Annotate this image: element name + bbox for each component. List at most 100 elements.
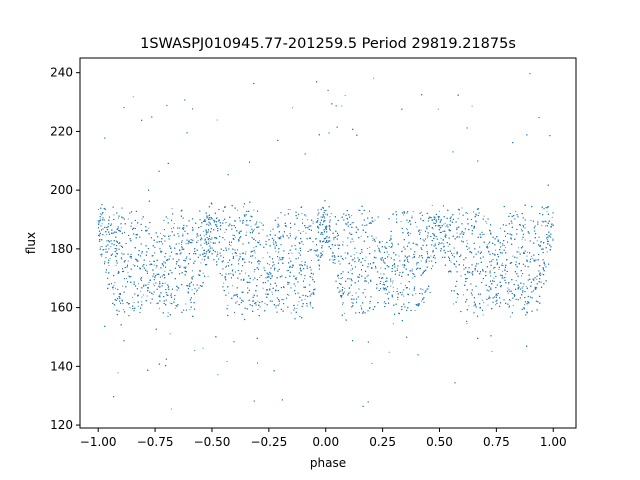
data-point bbox=[257, 300, 259, 302]
data-point bbox=[365, 256, 367, 258]
data-point bbox=[243, 206, 245, 208]
data-point bbox=[232, 269, 234, 271]
data-point bbox=[383, 302, 385, 304]
data-point bbox=[441, 242, 443, 244]
data-point bbox=[445, 233, 447, 235]
data-point bbox=[159, 286, 161, 288]
data-point bbox=[153, 264, 155, 266]
data-point bbox=[293, 304, 295, 306]
data-point bbox=[384, 301, 386, 303]
data-point bbox=[203, 235, 205, 237]
data-point bbox=[393, 213, 395, 215]
data-point bbox=[461, 207, 463, 209]
data-point bbox=[380, 273, 382, 275]
data-point bbox=[230, 244, 232, 246]
data-point bbox=[366, 248, 368, 250]
data-point bbox=[253, 271, 255, 273]
data-point bbox=[178, 243, 180, 245]
data-point bbox=[320, 216, 322, 218]
data-point bbox=[495, 249, 497, 251]
data-point bbox=[350, 264, 352, 266]
data-point bbox=[305, 215, 307, 217]
data-point bbox=[287, 209, 289, 211]
data-point bbox=[150, 263, 152, 265]
data-point bbox=[301, 212, 303, 214]
data-point bbox=[224, 231, 226, 233]
data-point bbox=[368, 282, 370, 284]
data-point bbox=[143, 294, 145, 296]
data-point bbox=[524, 239, 526, 241]
data-point bbox=[515, 210, 517, 212]
data-point bbox=[356, 252, 358, 254]
data-point bbox=[126, 278, 128, 280]
data-point bbox=[216, 251, 218, 253]
data-point bbox=[329, 236, 331, 238]
data-point bbox=[122, 285, 124, 287]
data-point bbox=[323, 215, 325, 217]
data-point bbox=[232, 285, 234, 287]
data-point bbox=[426, 237, 428, 239]
data-point bbox=[546, 210, 548, 212]
data-point bbox=[113, 284, 115, 286]
data-point bbox=[173, 223, 175, 225]
data-point bbox=[122, 253, 124, 255]
data-point bbox=[447, 245, 449, 247]
data-point bbox=[440, 220, 442, 222]
data-point bbox=[415, 293, 417, 295]
data-point bbox=[521, 275, 523, 277]
data-point bbox=[507, 287, 509, 289]
data-point bbox=[536, 278, 538, 280]
data-point bbox=[304, 277, 306, 279]
data-point bbox=[307, 219, 309, 221]
data-point bbox=[252, 279, 254, 281]
data-point bbox=[404, 212, 406, 213]
data-point bbox=[201, 247, 203, 249]
data-point bbox=[352, 241, 354, 243]
data-point bbox=[418, 257, 420, 259]
data-point bbox=[225, 266, 227, 268]
data-point bbox=[327, 240, 329, 242]
data-point bbox=[411, 215, 413, 217]
data-point bbox=[445, 225, 447, 227]
data-point bbox=[132, 296, 134, 298]
data-point bbox=[154, 285, 156, 287]
data-point bbox=[278, 259, 280, 261]
data-point bbox=[527, 260, 529, 262]
data-point bbox=[375, 237, 377, 239]
data-point bbox=[444, 222, 446, 224]
data-point bbox=[296, 276, 298, 278]
data-point bbox=[323, 217, 325, 219]
data-point bbox=[250, 225, 252, 227]
data-point bbox=[350, 269, 352, 271]
data-point bbox=[148, 282, 150, 284]
data-point bbox=[236, 300, 238, 302]
data-point bbox=[101, 214, 103, 216]
data-point bbox=[202, 249, 204, 251]
data-point bbox=[409, 288, 411, 290]
data-point bbox=[182, 233, 184, 235]
data-point bbox=[388, 351, 390, 353]
data-point bbox=[114, 282, 116, 284]
data-point bbox=[224, 239, 226, 241]
data-point bbox=[167, 312, 169, 314]
data-point bbox=[312, 223, 314, 225]
data-point bbox=[351, 302, 353, 304]
data-point bbox=[352, 304, 354, 306]
data-point bbox=[115, 264, 117, 266]
data-point bbox=[182, 246, 184, 248]
data-point bbox=[412, 277, 414, 279]
data-point bbox=[275, 250, 277, 252]
data-point bbox=[408, 241, 410, 243]
data-point bbox=[127, 218, 129, 220]
data-point bbox=[196, 236, 198, 238]
data-point bbox=[121, 299, 123, 301]
data-point bbox=[518, 263, 520, 265]
data-point bbox=[204, 240, 206, 242]
data-point bbox=[452, 303, 454, 305]
data-point bbox=[234, 236, 236, 238]
data-point bbox=[419, 232, 421, 234]
data-point bbox=[270, 230, 272, 232]
data-point bbox=[99, 233, 101, 235]
data-point bbox=[207, 275, 209, 277]
data-point bbox=[455, 236, 457, 238]
